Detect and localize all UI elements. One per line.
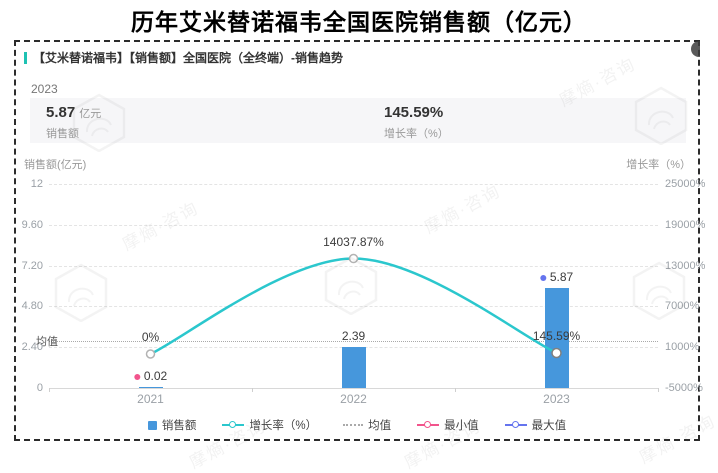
left-axis-tick-label: 12: [30, 178, 43, 190]
bar-value-label: 0.02: [133, 370, 167, 383]
x-axis-label: 2023: [543, 392, 570, 406]
chart-card: 【艾米替诺福韦】【销售额】全国医院（全终端）-销售趋势 2023 5.87 亿元 …: [14, 40, 706, 441]
x-axis-label: 2022: [340, 392, 367, 406]
legend-item-label: 最小值: [444, 420, 479, 432]
min-value-dot: [133, 373, 140, 380]
legend-item[interactable]: 最小值: [417, 417, 479, 433]
card-header: 【艾米替诺福韦】【销售额】全国医院（全终端）-销售趋势: [24, 49, 343, 66]
chart-header-title: 【艾米替诺福韦】【销售额】全国医院（全终端）-销售趋势: [33, 51, 343, 65]
latest-year-label: 2023: [31, 82, 58, 96]
legend-item-label: 销售额: [161, 420, 197, 432]
right-axis-tick-label: 19000%: [665, 218, 706, 231]
legend-item-label: 增长率（%）: [249, 420, 318, 432]
stat-sales-label: 销售额: [46, 128, 79, 140]
stat-growth: 145.59% 增长率（%）: [348, 98, 686, 143]
growth-value-label: 145.59%: [532, 329, 581, 343]
right-axis-title: 增长率（%）: [626, 159, 691, 171]
max-value-dot: [539, 274, 546, 281]
left-axis-tick-label: 9.60: [21, 218, 43, 231]
legend-item-label: 最大值: [531, 420, 567, 432]
mean-line-label: 均值: [36, 336, 58, 349]
x-axis-line: [49, 388, 658, 389]
right-axis-tick-label: 25000%: [665, 178, 706, 190]
chart-legend: 销售额 增长率（%） 均值 最小值 最大值: [16, 417, 698, 433]
right-axis-tick-label: 13000%: [665, 259, 706, 272]
mean-line: [49, 341, 658, 343]
x-axis-label: 2021: [137, 392, 164, 406]
corner-watermark-fragment: [691, 41, 700, 57]
growth-point-marker[interactable]: [145, 349, 156, 359]
right-axis-tick-label: 7000%: [665, 300, 700, 313]
legend-line-circle-swatch-icon: [222, 421, 245, 430]
header-accent-bar: [24, 51, 27, 64]
left-axis-tick-label: 0: [36, 382, 43, 394]
stat-sales-value: 5.87: [46, 104, 76, 121]
legend-dotted-swatch-icon: [343, 424, 364, 426]
bar-value-label: 2.39: [341, 329, 366, 344]
legend-square-swatch-icon: [147, 420, 157, 430]
legend-item-label: 均值: [368, 420, 392, 432]
growth-line-layer: [145, 253, 562, 359]
stats-panel: 5.87 亿元 销售额 145.59% 增长率（%）: [30, 98, 686, 143]
sales-bar[interactable]: [341, 347, 366, 388]
left-axis-title: 销售额(亿元): [24, 159, 87, 171]
legend-item[interactable]: 均值: [343, 417, 391, 433]
growth-point-marker[interactable]: [348, 253, 359, 264]
growth-point-marker[interactable]: [551, 347, 562, 359]
right-axis-tick-label: 1000%: [665, 341, 700, 354]
right-axis-tick-label: -5000%: [665, 382, 703, 394]
stat-growth-label: 增长率（%）: [384, 128, 449, 140]
bar-value-label: 5.87: [539, 271, 573, 284]
left-axis-tick-label: 2.40: [21, 341, 43, 354]
legend-item[interactable]: 增长率（%）: [222, 417, 317, 433]
gridline: [49, 184, 658, 185]
stat-sales: 5.87 亿元 销售额: [30, 98, 348, 143]
sales-bar[interactable]: [138, 387, 163, 388]
x-axis-tick: [49, 388, 50, 392]
growth-line: [149, 257, 558, 356]
gridline: [49, 306, 658, 308]
stat-growth-value: 145.59%: [384, 104, 444, 121]
left-axis-tick-label: 4.80: [21, 300, 43, 313]
legend-item[interactable]: 最大值: [504, 417, 567, 433]
left-axis-tick-label: 7.20: [21, 259, 43, 272]
stat-sales-unit: 亿元: [79, 108, 102, 120]
legend-item[interactable]: 销售额: [147, 417, 197, 433]
page-title: 历年艾米替诺福韦全国医院销售额（亿元）: [131, 10, 587, 35]
gridline: [49, 265, 658, 267]
sales-bar[interactable]: [544, 288, 569, 388]
growth-value-label: 14037.87%: [323, 234, 384, 249]
legend-line-circle-swatch-icon: [504, 421, 527, 430]
gridline: [49, 224, 658, 226]
plot-area[interactable]: 12 25000% 9.60 19000% 7.20 13000% 4.80 7000% 2.4…: [22, 178, 706, 406]
x-axis-tick: [252, 388, 253, 392]
legend-line-circle-swatch-icon: [417, 421, 440, 430]
growth-value-label: 0%: [141, 330, 160, 344]
x-axis-tick: [658, 388, 659, 392]
x-axis-tick: [455, 388, 456, 392]
